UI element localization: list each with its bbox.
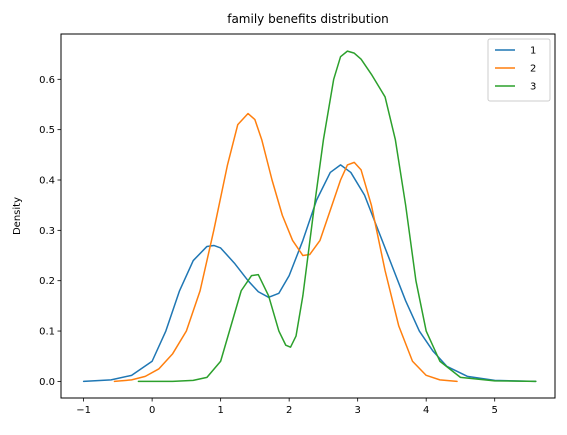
x-tick-label: 1: [217, 405, 223, 416]
chart-title: family benefits distribution: [227, 12, 389, 26]
series-line-3: [137, 50, 537, 383]
y-tick-label: 0.1: [39, 327, 55, 338]
x-axis: −1 0 1 2 3 4 5: [76, 398, 498, 416]
plot-frame: [60, 33, 556, 399]
y-tick-label: 0.4: [39, 176, 55, 187]
legend-label-3: 3: [530, 82, 536, 93]
legend-label-2: 2: [530, 64, 536, 75]
y-tick-label: 0.2: [39, 276, 55, 287]
y-axis-title: Density: [12, 197, 23, 235]
legend-label-1: 1: [530, 46, 536, 57]
y-axis: 0.0 0.1 0.2 0.3 0.4 0.5 0.6: [39, 75, 61, 388]
x-tick-label: 4: [423, 405, 429, 416]
x-tick-label: 5: [492, 405, 498, 416]
y-tick-label: 0.6: [39, 75, 55, 86]
series-line-2: [113, 112, 458, 383]
legend: 1 2 3: [487, 38, 551, 102]
y-tick-label: 0.3: [39, 226, 55, 237]
x-tick-label: 2: [286, 405, 292, 416]
x-tick-label: 0: [149, 405, 155, 416]
y-tick-label: 0.0: [39, 377, 55, 388]
legend-box: [487, 38, 551, 102]
series-line-1: [82, 164, 537, 383]
y-tick-label: 0.5: [39, 125, 55, 136]
plot-area: [82, 50, 537, 383]
x-tick-label: −1: [76, 405, 91, 416]
x-tick-label: 3: [354, 405, 360, 416]
